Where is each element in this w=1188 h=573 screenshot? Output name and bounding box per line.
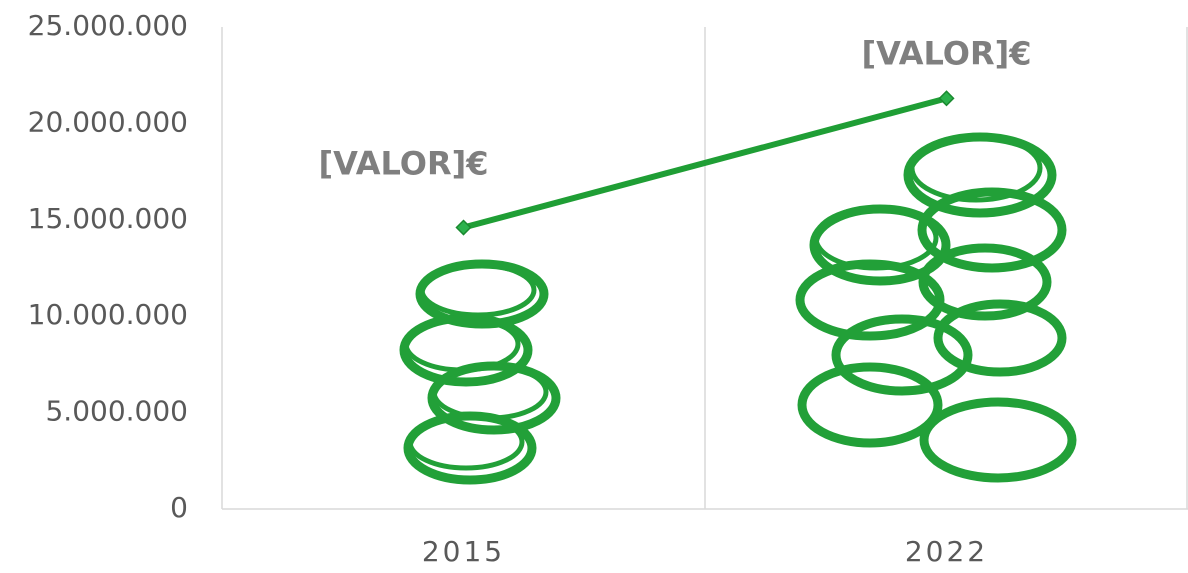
coin — [797, 362, 943, 448]
y-tick-label: 10.000.000 — [28, 298, 188, 331]
category-separators — [221, 27, 1188, 510]
coin — [813, 205, 939, 271]
coin — [431, 363, 549, 421]
marker — [938, 90, 955, 107]
x-tick-label: 2015 — [422, 535, 505, 568]
coin — [919, 397, 1077, 483]
coin — [831, 314, 973, 396]
x-tick-label: 2022 — [905, 535, 988, 568]
coin-decoration — [399, 132, 1077, 485]
coin — [909, 133, 1043, 203]
y-tick-label: 20.000.000 — [28, 105, 188, 138]
data-label: [VALOR]€ — [862, 34, 1032, 72]
marker — [455, 219, 472, 236]
coin — [917, 187, 1067, 273]
coin — [795, 259, 945, 341]
line — [462, 95, 948, 231]
coin — [933, 299, 1067, 377]
y-tick-label: 0 — [170, 491, 188, 524]
y-tick-label: 5.000.000 — [45, 395, 188, 428]
y-tick-label: 25.000.000 — [28, 9, 188, 42]
coin — [419, 262, 537, 318]
data-label: [VALOR]€ — [319, 145, 489, 183]
y-tick-label: 15.000.000 — [28, 202, 188, 235]
coin — [918, 243, 1052, 321]
